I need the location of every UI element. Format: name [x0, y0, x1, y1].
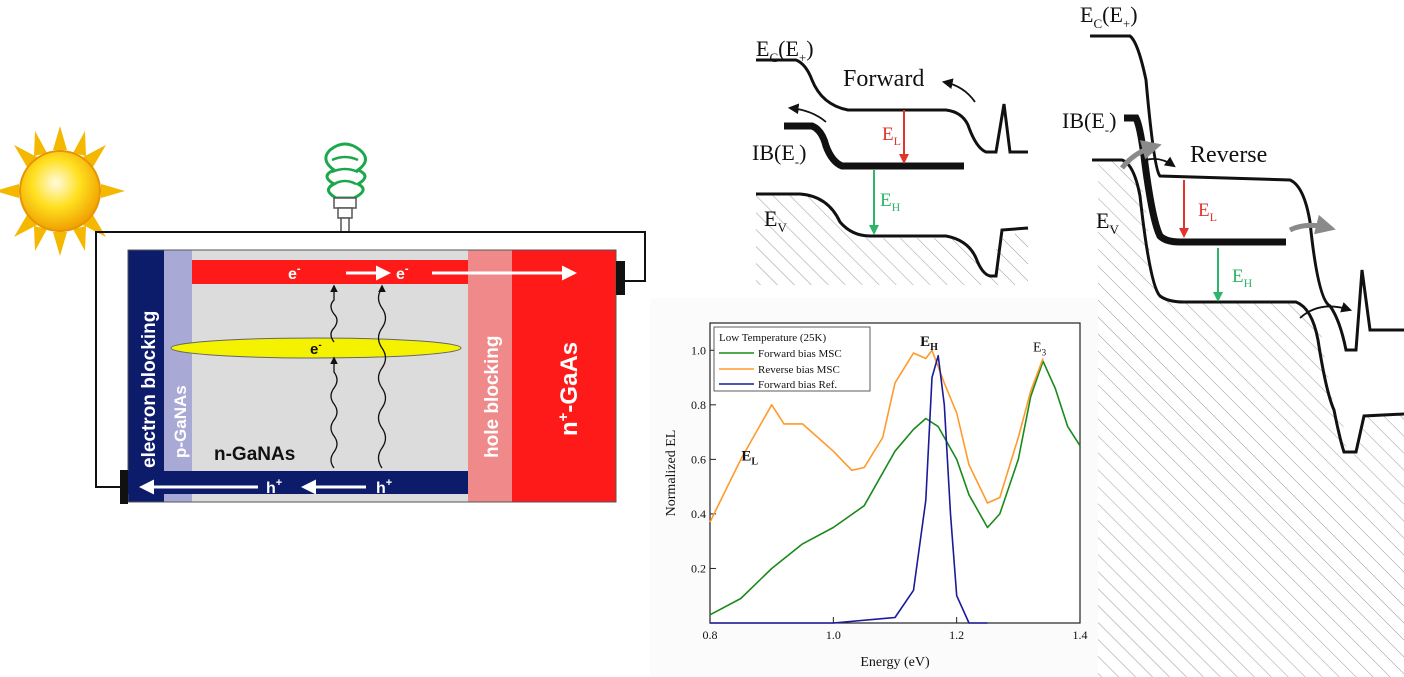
- intermediate-band: [170, 337, 462, 359]
- reverse-el-label: EL: [1198, 200, 1217, 224]
- y-axis-label: Normalized EL: [664, 430, 679, 517]
- reverse-ec-line: [1090, 34, 1404, 352]
- x-tick-label-3: 1.4: [1073, 628, 1088, 642]
- forward-curved-arrow-right: [941, 78, 976, 103]
- forward-hatched-region: [756, 194, 1028, 285]
- electron-blocking-layer: [128, 250, 164, 502]
- p-ganas-layer: [164, 250, 192, 502]
- forward-title: Forward: [843, 66, 924, 92]
- y-tick-label-1: 0.4: [691, 507, 706, 521]
- hole-blocking-label: hole blocking: [482, 336, 503, 458]
- reverse-black-arrow-bottom: [1299, 302, 1353, 319]
- x-tick-label-0: 0.8: [703, 628, 718, 642]
- circuit-wire-left: [95, 231, 345, 488]
- ib-electron-label: e-: [310, 340, 322, 358]
- forward-ec-label: EC(E+): [756, 36, 814, 65]
- annotation-e3: E3: [1033, 341, 1047, 358]
- chart-ticks: 0.8 1.0 1.2 1.4 0.2 0.4 0.6 0.8 1.0: [691, 343, 1088, 642]
- reverse-gray-arrow-left: [1120, 140, 1162, 170]
- light-bulb-icon: [324, 142, 367, 233]
- reverse-ec-label: EC(E+): [1080, 2, 1138, 31]
- n-gaas-layer: [512, 250, 616, 502]
- x-axis-label: Energy (eV): [860, 655, 930, 670]
- hole-label-2: h+: [376, 477, 392, 497]
- x-tick-label-1: 1.0: [826, 628, 841, 642]
- legend-box: [713, 326, 871, 392]
- series-line-1: [709, 349, 1044, 523]
- el-spectrum-chart: 0.8 1.0 1.2 1.40.20.40.60.81.0 Energy (eV) …: [650, 298, 1098, 677]
- electron-label-1: e-: [288, 263, 301, 283]
- chart-lines: [709, 349, 1081, 624]
- legend-entry-reverse-msc: Reverse bias MSC: [758, 364, 840, 376]
- legend-title: Low Temperature (25K): [719, 332, 826, 344]
- valence-band-bar: [128, 471, 468, 494]
- n-gaas-label: n+-GaAs: [555, 342, 583, 436]
- photon-ib-cb: [330, 284, 338, 343]
- conduction-band-bar: [192, 260, 468, 284]
- y-tick-label-3: 0.8: [691, 398, 706, 412]
- reverse-eh-label: EH: [1232, 266, 1253, 290]
- n-ganas-layer: [192, 250, 468, 502]
- reverse-ib-label: IB(E-): [1062, 108, 1116, 137]
- y-tick-label-2: 0.6: [691, 452, 706, 466]
- forward-ib-line: [784, 122, 964, 170]
- left-contact: [120, 470, 128, 504]
- forward-ib-label: IB(E-): [752, 140, 806, 169]
- right-contact: [616, 261, 625, 295]
- series-line-2: [710, 354, 988, 624]
- photon-vb-ib: [330, 356, 338, 469]
- photon-vb-cb: [377, 284, 387, 469]
- legend-entry-forward-msc: Forward bias MSC: [758, 348, 842, 360]
- reverse-ev-line: [1092, 158, 1404, 454]
- forward-ev-label: EV: [764, 206, 787, 235]
- sun-icon: [0, 126, 125, 256]
- forward-ev-line: [756, 192, 1029, 278]
- forward-band-diagram: Forward EC(E+) IB(E-) EV EL EH: [752, 36, 1029, 285]
- device-schematic: electron blocking p-GaNAs n-GaNAs hole b…: [0, 126, 646, 504]
- p-ganas-label: p-GaNAs: [171, 385, 190, 458]
- n-ganas-label: n-GaNAs: [214, 444, 295, 465]
- series-line-0: [709, 360, 1081, 616]
- reverse-hatched-region: [1098, 160, 1404, 677]
- forward-ec-line: [756, 58, 1028, 154]
- forward-eh-label: EH: [880, 190, 901, 214]
- y-tick-label-4: 1.0: [691, 343, 706, 357]
- hole-blocking-layer: [468, 250, 512, 502]
- reverse-gray-arrow-right: [1288, 214, 1336, 235]
- circuit-wire-right: [345, 231, 646, 282]
- reverse-band-diagram: Reverse EC(E+) IB(E-) EV EL EH: [1062, 2, 1404, 677]
- annotation-el: EL: [741, 449, 758, 468]
- legend-entry-forward-ref: Forward bias Ref.: [758, 379, 837, 391]
- forward-el-label: EL: [882, 124, 901, 148]
- electron-label-2: e-: [396, 263, 409, 283]
- reverse-title: Reverse: [1190, 142, 1267, 168]
- y-tick-label-0: 0.2: [691, 561, 706, 575]
- electron-blocking-label: electron blocking: [139, 311, 160, 468]
- reverse-ib-line: [1124, 114, 1286, 246]
- annotation-eh: EH: [920, 334, 938, 353]
- reverse-black-arrow-top: [1145, 156, 1176, 168]
- x-tick-label-2: 1.2: [949, 628, 964, 642]
- reverse-ev-label: EV: [1096, 208, 1119, 237]
- forward-curved-arrow-left: [787, 103, 827, 123]
- hole-label-1: h+: [266, 477, 282, 497]
